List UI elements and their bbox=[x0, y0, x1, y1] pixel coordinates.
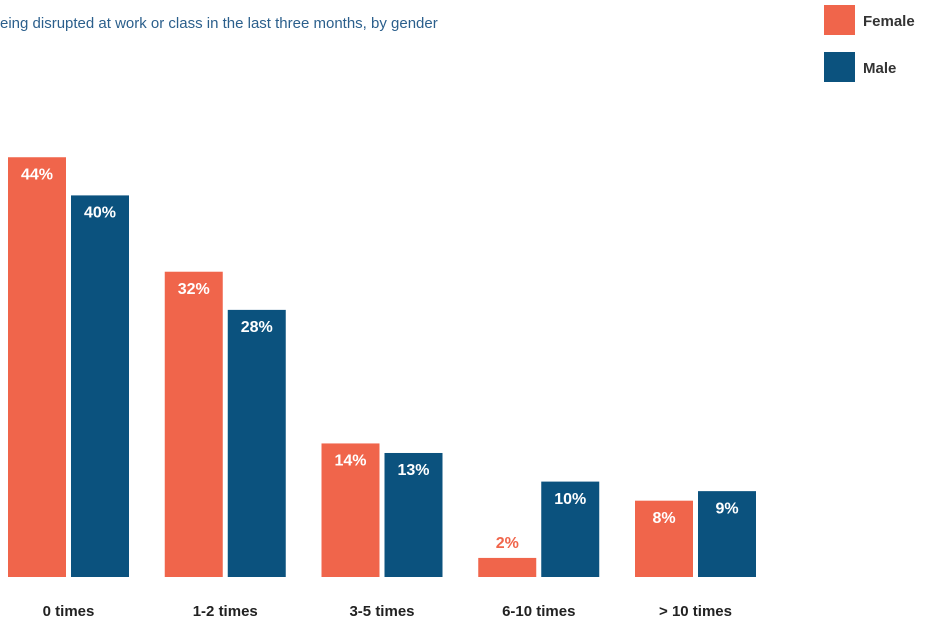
bar bbox=[321, 443, 380, 577]
bar bbox=[164, 271, 223, 577]
legend-swatch bbox=[824, 52, 855, 82]
x-tick-label: 6-10 times bbox=[502, 603, 575, 620]
bar bbox=[384, 452, 443, 577]
value-label: 2% bbox=[496, 535, 519, 552]
bar bbox=[698, 491, 756, 577]
value-label: 28% bbox=[241, 319, 273, 336]
x-tick-label: > 10 times bbox=[659, 603, 732, 620]
bar bbox=[71, 195, 129, 577]
value-label: 44% bbox=[21, 166, 53, 183]
legend-label: Female bbox=[863, 13, 915, 30]
legend-swatch bbox=[824, 5, 855, 35]
value-label: 13% bbox=[397, 462, 429, 479]
bar bbox=[635, 500, 693, 577]
bar bbox=[227, 309, 286, 577]
value-label: 10% bbox=[554, 491, 586, 508]
bar bbox=[478, 557, 537, 577]
value-label: 9% bbox=[715, 500, 738, 517]
value-label: 32% bbox=[178, 281, 210, 298]
x-tick-label: 0 times bbox=[43, 603, 95, 620]
value-label: 8% bbox=[652, 510, 675, 527]
legend-label: Male bbox=[863, 60, 896, 77]
chart-title: eing disrupted at work or class in the l… bbox=[0, 15, 438, 32]
value-label: 40% bbox=[84, 205, 116, 222]
bar bbox=[8, 157, 66, 578]
value-label: 14% bbox=[334, 453, 366, 470]
bar bbox=[541, 481, 600, 577]
x-tick-label: 1-2 times bbox=[193, 603, 258, 620]
x-tick-label: 3-5 times bbox=[349, 603, 414, 620]
